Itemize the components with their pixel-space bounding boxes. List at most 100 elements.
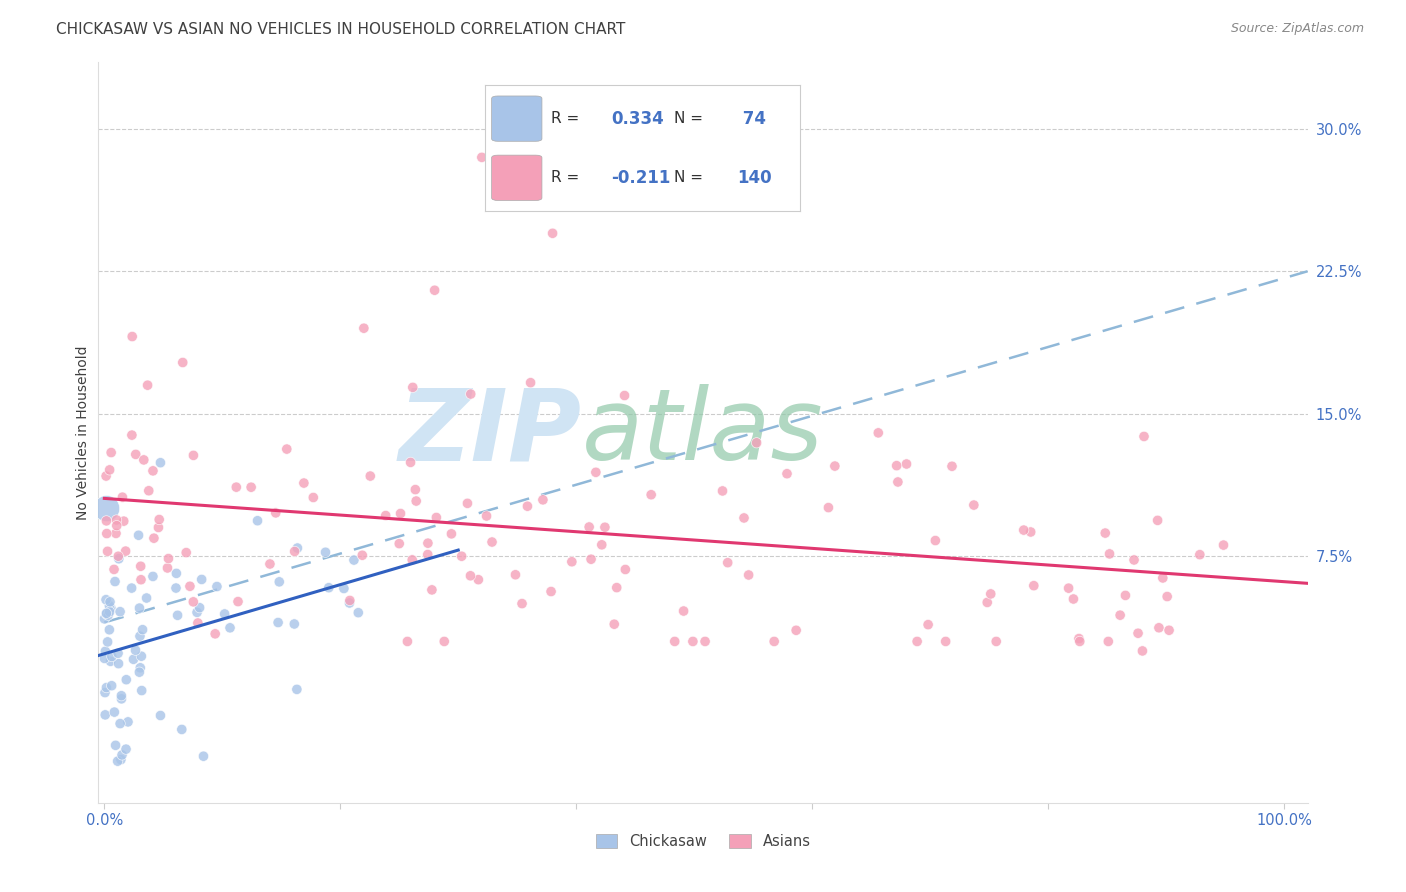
Point xyxy=(128,601,150,615)
Point xyxy=(824,459,846,474)
Point xyxy=(1069,634,1091,648)
Point xyxy=(401,553,423,567)
Point xyxy=(121,329,143,343)
Point xyxy=(188,600,211,615)
Point xyxy=(817,500,839,515)
Point xyxy=(149,456,172,470)
Point xyxy=(318,581,340,595)
Point xyxy=(1057,581,1080,595)
Point xyxy=(1062,592,1084,607)
Point xyxy=(96,526,118,541)
Point xyxy=(613,388,636,402)
Point xyxy=(396,634,419,648)
Point xyxy=(128,528,150,542)
Point xyxy=(129,661,152,675)
Point xyxy=(561,555,583,569)
Point xyxy=(107,549,129,564)
Point xyxy=(267,615,290,630)
Point xyxy=(868,425,890,440)
Point xyxy=(353,321,375,335)
Point xyxy=(388,536,411,550)
Point xyxy=(1146,513,1168,527)
Point xyxy=(433,634,456,648)
Point xyxy=(389,507,412,521)
Point xyxy=(519,376,541,390)
Point xyxy=(531,492,554,507)
Point xyxy=(284,544,307,558)
Point xyxy=(1156,590,1178,604)
Text: atlas: atlas xyxy=(582,384,824,481)
Point xyxy=(111,747,134,762)
Point xyxy=(100,679,122,693)
Point xyxy=(165,566,187,581)
Point xyxy=(287,541,309,555)
Point xyxy=(107,754,129,768)
Point xyxy=(352,548,374,562)
Point xyxy=(359,469,381,483)
Point xyxy=(1132,644,1154,658)
Point xyxy=(183,449,205,463)
Point xyxy=(97,635,120,649)
Point xyxy=(107,657,129,671)
Point xyxy=(93,612,115,626)
Point xyxy=(276,442,298,456)
Point xyxy=(111,490,134,504)
Point xyxy=(924,533,946,548)
Point xyxy=(101,649,124,664)
Point xyxy=(333,582,356,596)
Point xyxy=(264,506,287,520)
Point xyxy=(100,654,122,668)
Point xyxy=(404,483,426,497)
Point xyxy=(374,508,396,523)
Point xyxy=(179,579,201,593)
Point xyxy=(225,480,247,494)
Point xyxy=(205,580,228,594)
Point xyxy=(1133,429,1156,443)
Point xyxy=(114,544,136,558)
Point xyxy=(339,593,361,607)
Point xyxy=(1019,524,1042,539)
Point xyxy=(606,581,628,595)
Point xyxy=(135,591,157,605)
Point xyxy=(1147,621,1170,635)
Point xyxy=(510,597,533,611)
Point xyxy=(579,552,602,566)
Point xyxy=(343,553,366,567)
Point xyxy=(591,538,613,552)
Point xyxy=(578,520,600,534)
Point xyxy=(776,467,799,481)
Point xyxy=(976,595,998,609)
Point xyxy=(711,483,734,498)
Point xyxy=(693,634,716,648)
Point xyxy=(117,714,139,729)
Point xyxy=(138,483,160,498)
Point xyxy=(1094,526,1116,541)
Point xyxy=(614,562,637,576)
Point xyxy=(108,716,131,731)
Point xyxy=(423,283,446,297)
Point xyxy=(125,447,148,461)
Point xyxy=(1022,579,1045,593)
Point xyxy=(717,556,740,570)
Point xyxy=(96,514,118,528)
Point xyxy=(131,649,153,664)
Point xyxy=(963,498,986,512)
Point xyxy=(516,499,538,513)
Point xyxy=(172,355,194,369)
Point xyxy=(505,567,527,582)
Point xyxy=(122,652,145,666)
Point xyxy=(585,465,607,479)
Point xyxy=(98,463,121,477)
Point xyxy=(402,380,425,394)
Point xyxy=(315,545,337,559)
Point xyxy=(121,428,143,442)
Point xyxy=(269,574,291,589)
Point xyxy=(142,569,165,583)
Point xyxy=(157,551,180,566)
Point xyxy=(104,526,127,541)
Point xyxy=(541,227,564,241)
Point xyxy=(96,607,118,622)
Point xyxy=(283,617,305,632)
Point xyxy=(96,544,118,558)
Point xyxy=(219,621,242,635)
